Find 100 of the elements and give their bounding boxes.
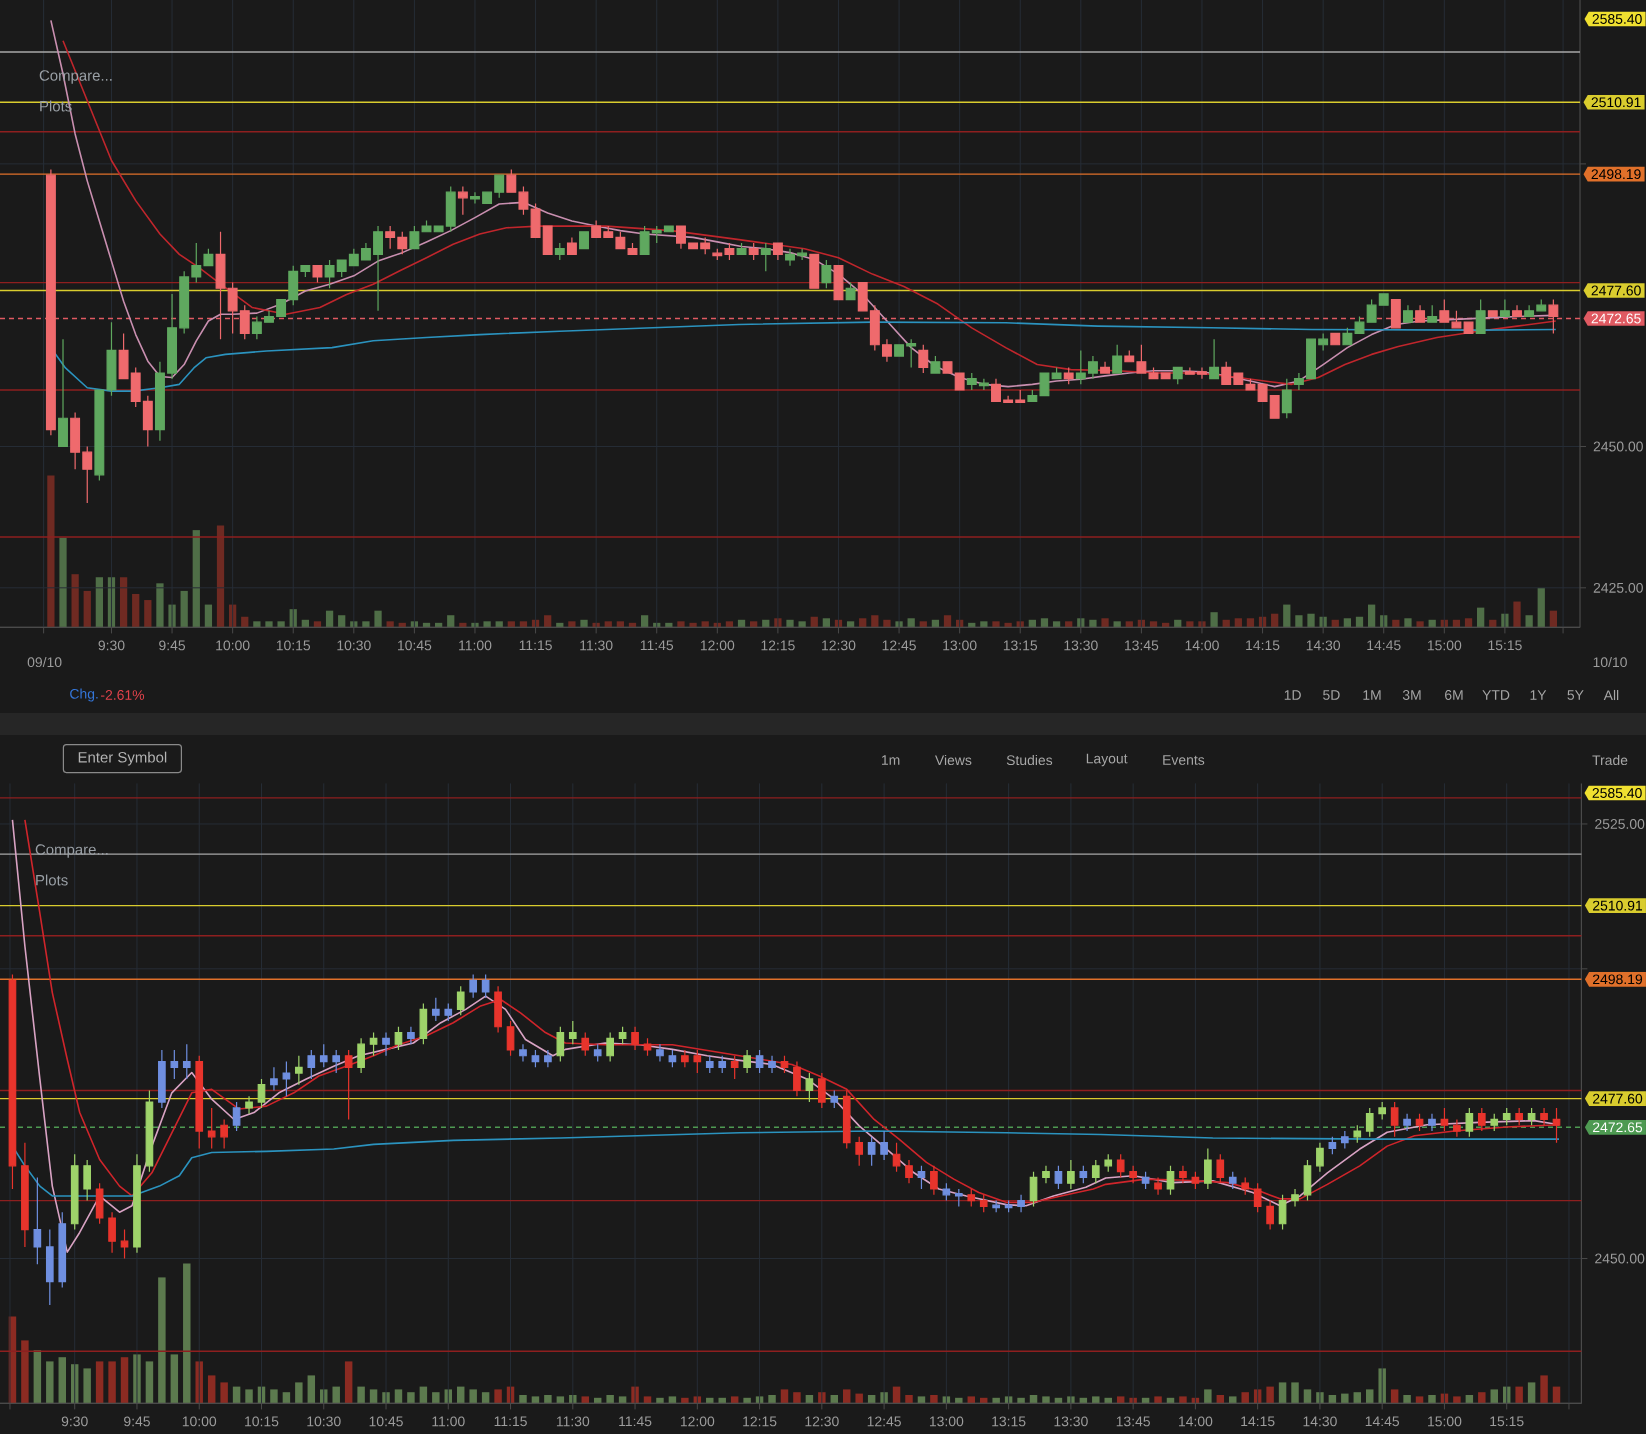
bar: [253, 621, 261, 628]
bar: [59, 537, 67, 628]
candlestick: [1100, 361, 1111, 374]
bar: [1415, 1396, 1424, 1404]
bar: [640, 615, 649, 628]
candlestick: [1291, 1188, 1299, 1207]
candlestick: [33, 1176, 42, 1265]
candlestick: [158, 1049, 166, 1109]
candlestick: [1281, 378, 1292, 419]
candlestick: [394, 1026, 403, 1051]
candlestick: [182, 1043, 191, 1080]
candlestick: [705, 1055, 714, 1074]
bar: [192, 530, 200, 628]
bar: [204, 604, 213, 628]
candlestick: [431, 997, 440, 1022]
bar: [1113, 621, 1121, 628]
bar: [1353, 1392, 1362, 1404]
candlestick: [1204, 1147, 1212, 1190]
bar: [967, 1396, 975, 1404]
bar: [183, 1263, 191, 1404]
bar: [158, 1277, 166, 1404]
candlestick: [772, 242, 783, 261]
candlestick: [842, 1089, 851, 1150]
candlestick: [606, 1031, 614, 1063]
candlestick: [748, 242, 759, 261]
candlestick: [1166, 1165, 1175, 1196]
bar: [1278, 1382, 1287, 1404]
bar: [580, 619, 588, 628]
candlestick: [730, 1055, 739, 1080]
bar: [108, 1361, 116, 1404]
candlestick: [1112, 344, 1123, 374]
candlestick: [332, 1049, 341, 1074]
bar: [1343, 618, 1352, 628]
bar: [992, 1397, 1000, 1404]
bar: [1341, 1393, 1349, 1404]
candlestick: [70, 1153, 79, 1231]
bar: [394, 1389, 403, 1404]
candlestick: [681, 1049, 689, 1068]
candlestick: [593, 1043, 602, 1063]
bar: [871, 615, 879, 628]
candlestick: [942, 1182, 951, 1202]
bar: [1527, 1382, 1536, 1404]
candlestick: [419, 1002, 428, 1045]
bar: [1271, 613, 1279, 628]
candlestick: [519, 1043, 527, 1063]
bar: [677, 621, 685, 628]
bar: [1052, 621, 1061, 628]
candlestick: [579, 231, 589, 250]
candlestick: [108, 1211, 116, 1254]
bar: [917, 1396, 926, 1404]
bar: [313, 621, 322, 628]
bar: [495, 621, 503, 628]
candlestick: [344, 1049, 353, 1121]
bar: [1477, 607, 1485, 628]
bar: [519, 621, 528, 628]
bar: [668, 1396, 677, 1404]
bar: [1040, 618, 1049, 628]
candlestick: [444, 1002, 453, 1022]
candlestick: [195, 1055, 204, 1150]
bar: [1229, 1396, 1237, 1404]
candlestick: [918, 344, 929, 374]
candlestick: [905, 1159, 913, 1184]
bar: [743, 1397, 751, 1404]
bar: [1283, 604, 1291, 628]
candlestick: [1453, 1118, 1461, 1138]
bar: [519, 1395, 527, 1404]
candlestick: [1067, 1159, 1075, 1190]
candlestick: [768, 1055, 776, 1074]
candlestick: [1403, 1113, 1411, 1132]
bar: [907, 618, 915, 628]
bar: [689, 622, 697, 628]
bar: [344, 1361, 353, 1404]
candlestick: [845, 282, 856, 301]
bar: [581, 1396, 589, 1404]
candlestick: [1515, 1107, 1523, 1126]
bar: [432, 1392, 440, 1404]
bar: [277, 621, 285, 628]
bar: [95, 1361, 104, 1404]
candlestick: [1353, 1124, 1362, 1144]
bar: [207, 1375, 216, 1404]
bar: [955, 1397, 963, 1404]
candlestick: [1104, 1153, 1113, 1173]
bar: [1416, 621, 1424, 628]
bar: [1552, 1386, 1561, 1404]
bar: [407, 1392, 415, 1404]
candlestick: [1266, 1199, 1274, 1231]
bar: [338, 615, 346, 628]
candlestick: [1054, 1165, 1063, 1190]
bar: [282, 1392, 291, 1404]
candlestick: [805, 1072, 814, 1103]
bar: [883, 619, 891, 628]
candlestick: [967, 1188, 976, 1207]
candlestick: [1499, 298, 1510, 318]
candlestick: [1154, 1176, 1162, 1196]
candlestick: [506, 1020, 515, 1057]
candlestick: [1209, 338, 1220, 380]
candlestick: [1278, 1194, 1287, 1231]
candlestick: [58, 1211, 67, 1289]
candlestick: [1378, 1101, 1387, 1121]
candlestick: [245, 1095, 253, 1115]
